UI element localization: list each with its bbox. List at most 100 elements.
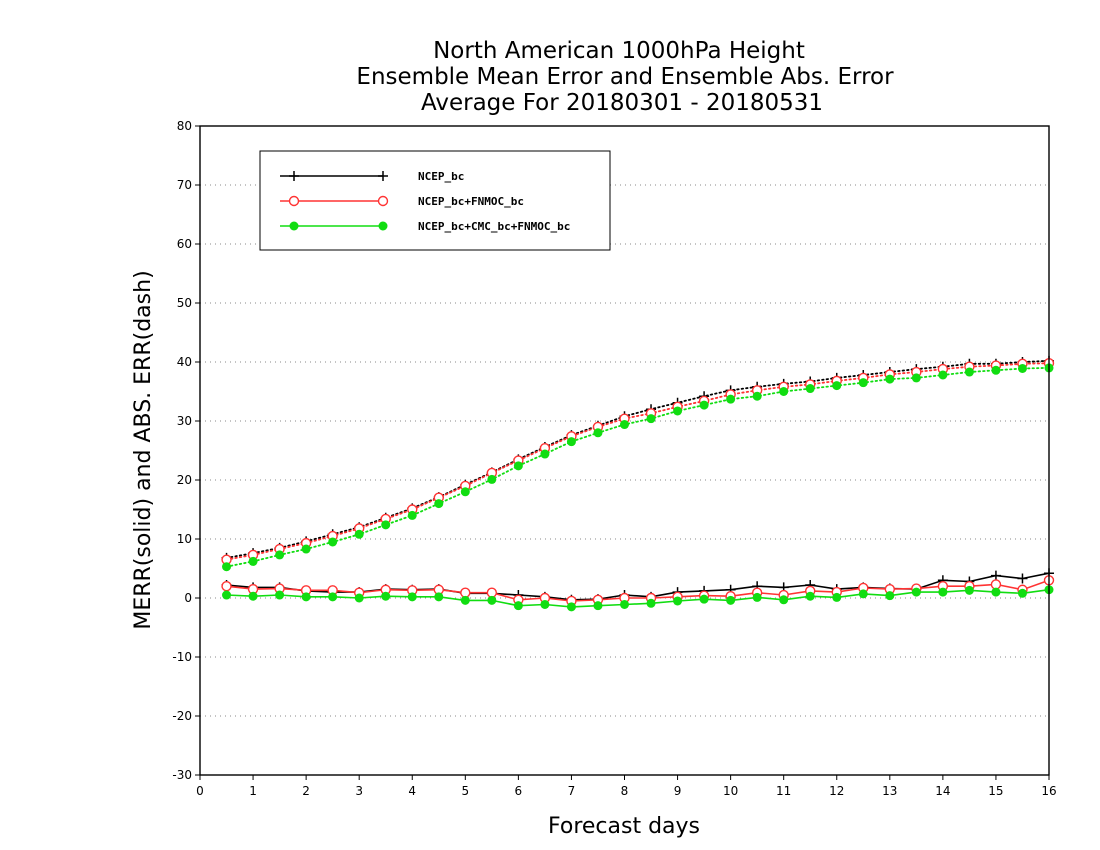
- y-tick-label: -20: [172, 709, 192, 723]
- abs-err-point-ncep-bc-cmc-bc-fnmoc-bc: [752, 391, 762, 401]
- merr-point-ncep-bc-cmc-bc-fnmoc-bc: [354, 593, 364, 603]
- abs-err-point-ncep-bc-cmc-bc-fnmoc-bc: [222, 562, 232, 572]
- x-tick-label: 12: [829, 784, 844, 798]
- abs-err-point-ncep-bc-cmc-bc-fnmoc-bc: [301, 544, 311, 554]
- x-tick-label: 2: [302, 784, 310, 798]
- legend-label: NCEP_bc: [418, 170, 464, 183]
- merr-point-ncep-bc-cmc-bc-fnmoc-bc: [407, 592, 417, 602]
- merr-point-ncep-bc: [1017, 573, 1028, 584]
- merr-point-ncep-bc-cmc-bc-fnmoc-bc: [805, 591, 815, 601]
- series-layer: [221, 355, 1055, 612]
- merr-point-ncep-bc-fnmoc-bc: [460, 587, 471, 598]
- x-tick-label: 14: [935, 784, 950, 798]
- merr-point-ncep-bc-cmc-bc-fnmoc-bc: [248, 591, 258, 601]
- abs-err-point-ncep-bc-cmc-bc-fnmoc-bc: [407, 510, 417, 520]
- merr-point-ncep-bc-cmc-bc-fnmoc-bc: [460, 595, 470, 605]
- x-tick-label: 5: [461, 784, 469, 798]
- merr-point-ncep-bc-fnmoc-bc: [486, 587, 498, 598]
- abs-err-point-ncep-bc-cmc-bc-fnmoc-bc: [434, 499, 444, 509]
- merr-point-ncep-bc-cmc-bc-fnmoc-bc: [964, 585, 974, 595]
- x-tick-label: 15: [988, 784, 1003, 798]
- abs-err-line-ncep-bc-fnmoc-bc: [225, 362, 1050, 561]
- merr-point-ncep-bc-cmc-bc-fnmoc-bc: [275, 590, 285, 600]
- merr-point-ncep-bc-cmc-bc-fnmoc-bc: [832, 592, 842, 602]
- abs-err-point-ncep-bc-cmc-bc-fnmoc-bc: [354, 529, 364, 539]
- x-tick-label: 8: [621, 784, 629, 798]
- merr-point-ncep-bc-cmc-bc-fnmoc-bc: [434, 592, 444, 602]
- abs-err-point-ncep-bc-cmc-bc-fnmoc-bc: [938, 370, 948, 380]
- abs-err-point-ncep-bc-cmc-bc-fnmoc-bc: [460, 487, 470, 497]
- legend-label: NCEP_bc+FNMOC_bc: [418, 195, 524, 208]
- legend-marker: [377, 195, 389, 207]
- y-tick-label: 40: [177, 355, 192, 369]
- y-tick-label: -30: [172, 768, 192, 782]
- x-tick-label: 10: [723, 784, 738, 798]
- abs-err-point-ncep-bc-cmc-bc-fnmoc-bc: [513, 461, 523, 471]
- series-ncep-bc: [221, 355, 1054, 605]
- y-tick-label: 50: [177, 296, 192, 310]
- abs-err-point-ncep-bc-cmc-bc-fnmoc-bc: [593, 428, 603, 438]
- abs-err-point-ncep-bc-cmc-bc-fnmoc-bc: [381, 520, 391, 530]
- merr-point-ncep-bc-cmc-bc-fnmoc-bc: [1017, 588, 1027, 598]
- y-tick-label: 70: [177, 178, 192, 192]
- abs-err-point-ncep-bc-cmc-bc-fnmoc-bc: [275, 550, 285, 560]
- legend-marker: [288, 195, 300, 207]
- merr-point-ncep-bc-cmc-bc-fnmoc-bc: [673, 596, 683, 606]
- merr-point-ncep-bc-cmc-bc-fnmoc-bc: [752, 592, 762, 602]
- abs-err-point-ncep-bc-cmc-bc-fnmoc-bc: [779, 387, 789, 396]
- y-tick-label: 0: [184, 591, 192, 605]
- abs-err-point-ncep-bc-cmc-bc-fnmoc-bc: [832, 381, 842, 391]
- abs-err-point-ncep-bc-cmc-bc-fnmoc-bc: [646, 414, 656, 424]
- merr-point-ncep-bc-cmc-bc-fnmoc-bc: [222, 590, 232, 600]
- merr-point-ncep-bc-cmc-bc-fnmoc-bc: [620, 599, 629, 609]
- merr-point-ncep-bc-cmc-bc-fnmoc-bc: [301, 592, 311, 602]
- legend-label: NCEP_bc+CMC_bc+FNMOC_bc: [418, 220, 570, 233]
- y-tick-label: 60: [177, 237, 192, 251]
- abs-err-line-ncep-bc-cmc-bc-fnmoc-bc: [225, 366, 1050, 568]
- y-tick-label: -10: [172, 650, 192, 664]
- y-axis-label: MERR(solid) and ABS. ERR(dash): [131, 270, 156, 629]
- abs-err-line-ncep-bc: [225, 359, 1050, 559]
- abs-err-point-ncep-bc-cmc-bc-fnmoc-bc: [248, 556, 258, 566]
- abs-err-point-ncep-bc-cmc-bc-fnmoc-bc: [911, 373, 921, 383]
- merr-point-ncep-bc-cmc-bc-fnmoc-bc: [328, 592, 338, 602]
- abs-err-point-ncep-bc-cmc-bc-fnmoc-bc: [726, 394, 736, 404]
- abs-err-point-ncep-bc-cmc-bc-fnmoc-bc: [1017, 363, 1027, 373]
- plot-frame: [199, 125, 1050, 776]
- merr-point-ncep-bc: [990, 570, 1001, 581]
- merr-point-ncep-bc-cmc-bc-fnmoc-bc: [487, 595, 497, 605]
- merr-line-ncep-bc: [226, 572, 1050, 601]
- chart-title: North American 1000hPa Height Ensemble M…: [356, 38, 894, 116]
- legend-marker: [289, 221, 299, 231]
- abs-err-point-ncep-bc-cmc-bc-fnmoc-bc: [991, 365, 1001, 375]
- legend-item-ncep-bc-fnmoc-bc: NCEP_bc+FNMOC_bc: [280, 195, 524, 208]
- merr-point-ncep-bc-fnmoc-bc: [990, 579, 1002, 590]
- abs-err-point-ncep-bc-cmc-bc-fnmoc-bc: [620, 420, 629, 430]
- title-line-1: North American 1000hPa Height: [433, 38, 805, 64]
- x-tick-label: 0: [196, 784, 204, 798]
- merr-point-ncep-bc-cmc-bc-fnmoc-bc: [540, 599, 550, 609]
- merr-point-ncep-bc-cmc-bc-fnmoc-bc: [885, 591, 895, 601]
- merr-point-ncep-bc-cmc-bc-fnmoc-bc: [726, 595, 736, 605]
- merr-point-ncep-bc-cmc-bc-fnmoc-bc: [381, 591, 391, 601]
- abs-err-point-ncep-bc-cmc-bc-fnmoc-bc: [540, 449, 550, 459]
- x-tick-label: 1: [249, 784, 257, 798]
- merr-point-ncep-bc-cmc-bc-fnmoc-bc: [513, 601, 523, 611]
- abs-err-point-ncep-bc-cmc-bc-fnmoc-bc: [964, 367, 974, 377]
- merr-point-ncep-bc-cmc-bc-fnmoc-bc: [779, 595, 789, 605]
- y-tick-label: 30: [177, 414, 192, 428]
- merr-point-ncep-bc-cmc-bc-fnmoc-bc: [938, 587, 948, 597]
- x-tick-label: 11: [776, 784, 791, 798]
- legend-item-ncep-bc-cmc-bc-fnmoc-bc: NCEP_bc+CMC_bc+FNMOC_bc: [280, 220, 570, 233]
- grid-lines: [200, 184, 1049, 717]
- x-tick-label: 7: [568, 784, 576, 798]
- y-tick-label: 20: [177, 473, 192, 487]
- x-axis-label: Forecast days: [548, 814, 700, 839]
- abs-err-point-ncep-bc-cmc-bc-fnmoc-bc: [673, 406, 683, 416]
- merr-point-ncep-bc-cmc-bc-fnmoc-bc: [991, 587, 1001, 597]
- merr-point-ncep-bc-cmc-bc-fnmoc-bc: [911, 587, 921, 597]
- y-axis-ticks: -30 -20 -10 0 10 20 30 40 50 60 70 80: [172, 119, 200, 782]
- y-tick-label: 80: [177, 119, 192, 133]
- legend-item-ncep-bc: NCEP_bc: [280, 170, 464, 183]
